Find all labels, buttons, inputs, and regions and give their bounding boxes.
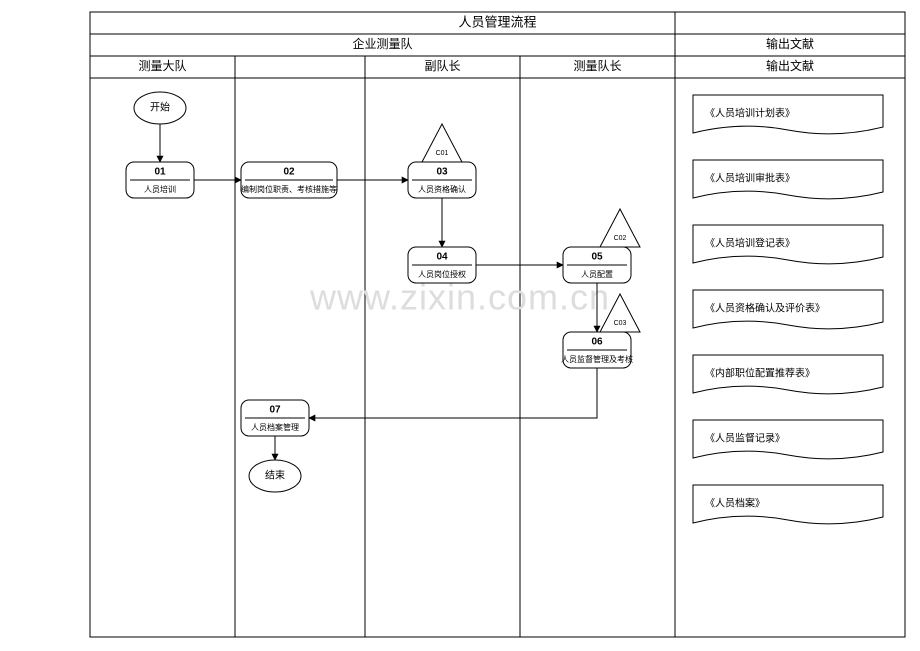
tri-c03-label: C03 bbox=[614, 320, 627, 327]
doc-6-label: 《人员档案》 bbox=[705, 497, 765, 510]
end-label: 结束 bbox=[265, 469, 285, 482]
node-n06-num: 06 bbox=[591, 337, 603, 348]
header-output-1: 输出文献 bbox=[766, 36, 814, 51]
lane-header-2: 副队长 bbox=[424, 58, 460, 73]
node-n01-num: 01 bbox=[154, 167, 166, 178]
doc-5-label: 《人员监督记录》 bbox=[705, 432, 785, 445]
node-n05-label: 人员配置 bbox=[581, 270, 613, 279]
node-n03-num: 03 bbox=[436, 167, 448, 178]
tri-c02-label: C02 bbox=[614, 235, 627, 242]
node-n02-label: 编制岗位职责、考核措施等 bbox=[241, 184, 337, 194]
node-n03-label: 人员资格确认 bbox=[418, 184, 466, 194]
start-label: 开始 bbox=[150, 101, 170, 114]
title: 人员管理流程 bbox=[458, 14, 536, 29]
node-n06-label: 人员监督管理及考核 bbox=[561, 354, 633, 364]
node-n07-num: 07 bbox=[269, 405, 281, 416]
doc-3-label: 《人员资格确认及评价表》 bbox=[705, 302, 825, 315]
node-n04-label: 人员岗位授权 bbox=[418, 269, 466, 279]
node-n05-num: 05 bbox=[591, 252, 603, 263]
doc-4-label: 《内部职位配置推荐表》 bbox=[705, 367, 815, 380]
node-n02-num: 02 bbox=[283, 167, 295, 178]
tri-c01-label: C01 bbox=[436, 150, 449, 157]
lane-header-3: 测量队长 bbox=[573, 58, 621, 73]
edge bbox=[309, 368, 597, 418]
node-n07-label: 人员档案管理 bbox=[251, 422, 299, 432]
node-n04-num: 04 bbox=[436, 252, 448, 263]
lane-header-0: 测量大队 bbox=[138, 58, 186, 73]
doc-0-label: 《人员培训计划表》 bbox=[705, 107, 795, 120]
header-enterprise: 企业测量队 bbox=[352, 36, 412, 51]
doc-2-label: 《人员培训登记表》 bbox=[705, 237, 795, 250]
header-output-2: 输出文献 bbox=[766, 58, 814, 73]
doc-1-label: 《人员培训审批表》 bbox=[705, 172, 795, 185]
node-n01-label: 人员培训 bbox=[144, 184, 176, 194]
